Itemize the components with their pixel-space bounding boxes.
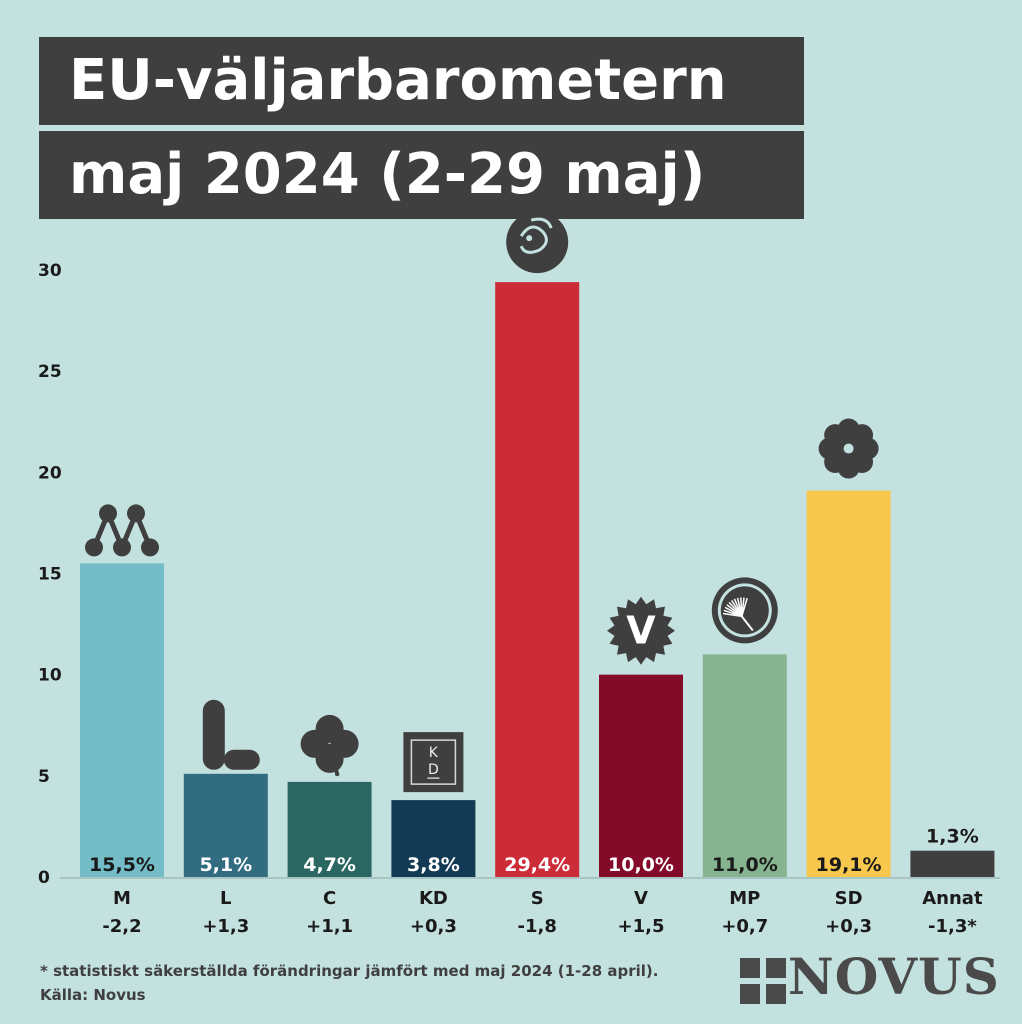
chart-title-line-1: EU-väljarbarometern (39, 37, 804, 125)
category-label: SD (835, 888, 863, 909)
change-label: +0,3 (825, 916, 872, 937)
y-tick-label: 25 (38, 362, 62, 382)
bar-v (599, 674, 683, 877)
change-label: +1,1 (306, 916, 353, 937)
value-label: 29,4% (504, 854, 570, 876)
bar-c (287, 781, 372, 877)
bar-l (183, 773, 268, 877)
bar-mp (702, 654, 787, 877)
value-label: 1,3% (926, 826, 979, 848)
y-tick-label: 20 (38, 463, 62, 483)
y-tick-label: 5 (38, 767, 50, 787)
y-tick-label: 0 (38, 868, 50, 888)
bar-s (495, 282, 580, 877)
svg-text:D: D (428, 762, 439, 778)
c-party-clover-icon (300, 714, 359, 777)
change-label: -2,2 (102, 916, 141, 937)
category-label: L (220, 888, 231, 909)
category-label: M (113, 888, 131, 909)
sd-party-flower-icon (818, 418, 879, 479)
bar-annat (910, 850, 995, 877)
value-label: 4,7% (303, 854, 356, 876)
novus-logo: NOVUS (740, 952, 1005, 1006)
footnote: * statistiskt säkerställda förändringar … (40, 962, 659, 980)
y-tick-label: 10 (38, 666, 62, 686)
m-party-logo-icon (85, 504, 159, 557)
change-label: +1,3 (202, 916, 249, 937)
category-label: V (634, 888, 648, 909)
change-label: +0,7 (721, 916, 768, 937)
s-party-rose-icon (506, 211, 569, 274)
change-label: +1,5 (618, 916, 665, 937)
value-label: 10,0% (608, 854, 674, 876)
bar-chart: 0 5 10 15 20 25 30 15,5% M -2,2 5,1% L +1,3 4,7% C +1,1… (38, 211, 1000, 937)
brand-name: NOVUS (788, 947, 1000, 1006)
category-label: MP (729, 888, 760, 909)
bar-sd (806, 490, 891, 877)
value-label: 3,8% (407, 854, 460, 876)
y-tick-label: 15 (38, 565, 62, 585)
svg-text:K: K (429, 745, 439, 761)
y-tick-label: 30 (38, 261, 62, 281)
novus-cross-icon (740, 958, 786, 1004)
l-party-logo-icon (202, 699, 260, 770)
value-label: 11,0% (712, 854, 778, 876)
v-party-logo-icon: V (607, 596, 675, 665)
bar-kd (391, 800, 476, 877)
category-label: KD (419, 888, 448, 909)
source-note: Källa: Novus (40, 986, 146, 1004)
svg-text:V: V (626, 609, 656, 653)
category-label: S (531, 888, 544, 909)
chart-title-line-2: maj 2024 (2-29 maj) (39, 131, 804, 219)
change-label: +0,3 (410, 916, 457, 937)
change-label: -1,8 (518, 916, 557, 937)
category-label: Annat (922, 888, 983, 909)
value-label: 19,1% (816, 854, 882, 876)
bar-m (80, 563, 164, 877)
kd-party-logo-icon: KD (403, 732, 464, 793)
mp-party-dandelion-icon (711, 577, 778, 644)
value-label: 5,1% (199, 854, 252, 876)
change-label: -1,3* (928, 916, 977, 937)
value-label: 15,5% (89, 854, 155, 876)
category-label: C (323, 888, 336, 909)
